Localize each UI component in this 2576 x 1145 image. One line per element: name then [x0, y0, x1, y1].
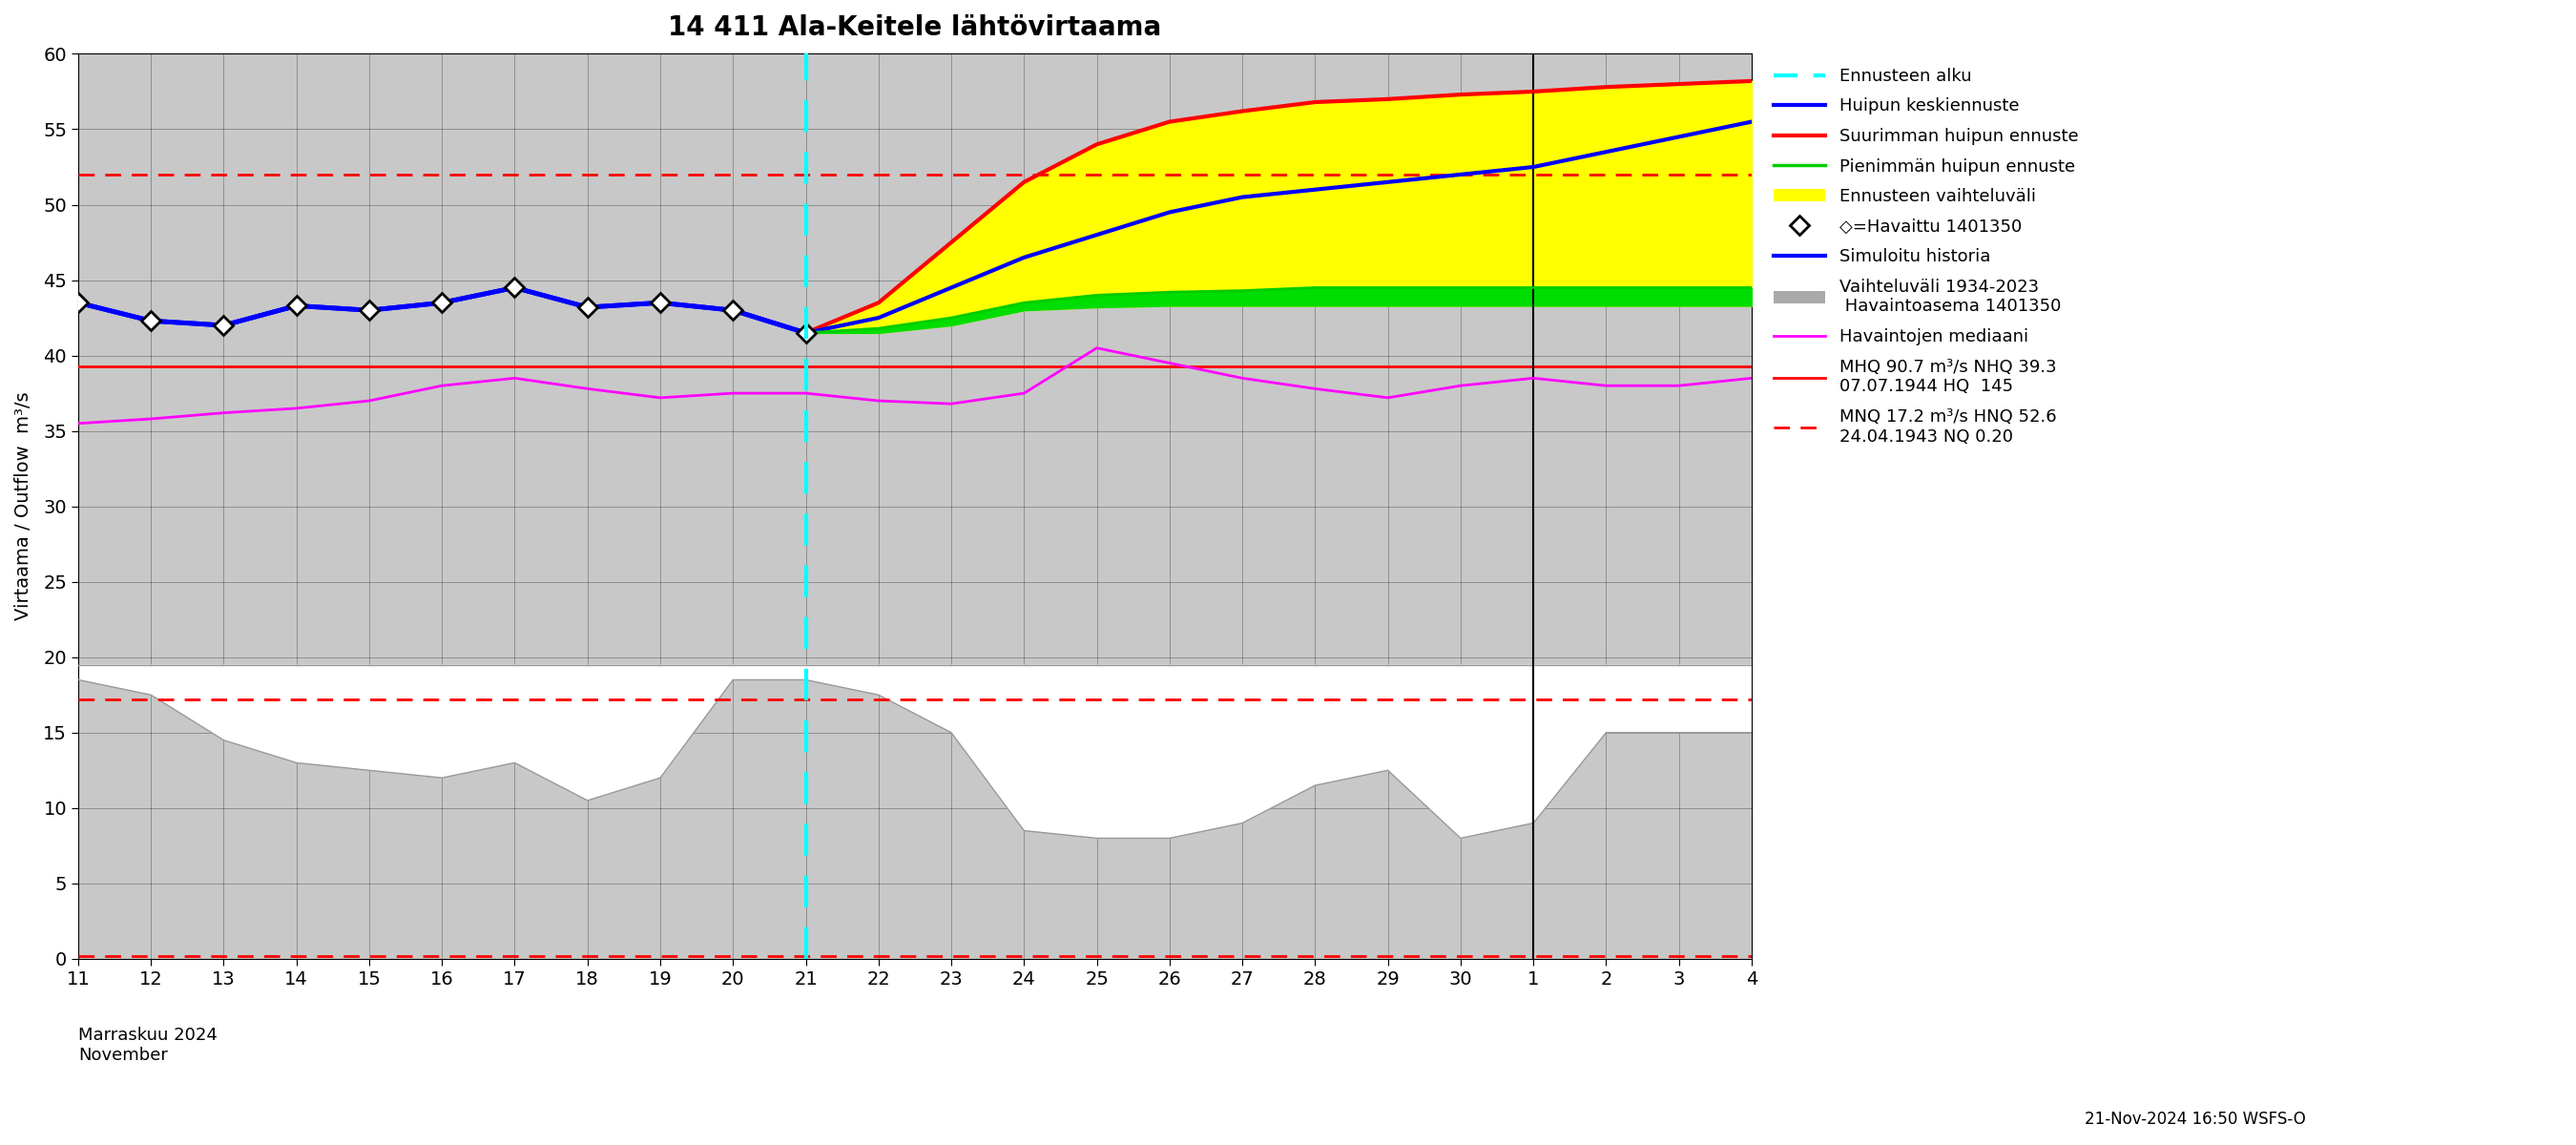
- Text: 21-Nov-2024 16:50 WSFS-O: 21-Nov-2024 16:50 WSFS-O: [2084, 1111, 2306, 1128]
- Text: Marraskuu 2024
November: Marraskuu 2024 November: [77, 1027, 216, 1064]
- Legend: Ennusteen alku, Huipun keskiennuste, Suurimman huipun ennuste, Pienimmän huipun : Ennusteen alku, Huipun keskiennuste, Suu…: [1770, 63, 2084, 450]
- Title: 14 411 Ala-Keitele lähtövirtaama: 14 411 Ala-Keitele lähtövirtaama: [667, 14, 1162, 41]
- Y-axis label: Virtaama / Outflow  m³/s: Virtaama / Outflow m³/s: [15, 392, 33, 621]
